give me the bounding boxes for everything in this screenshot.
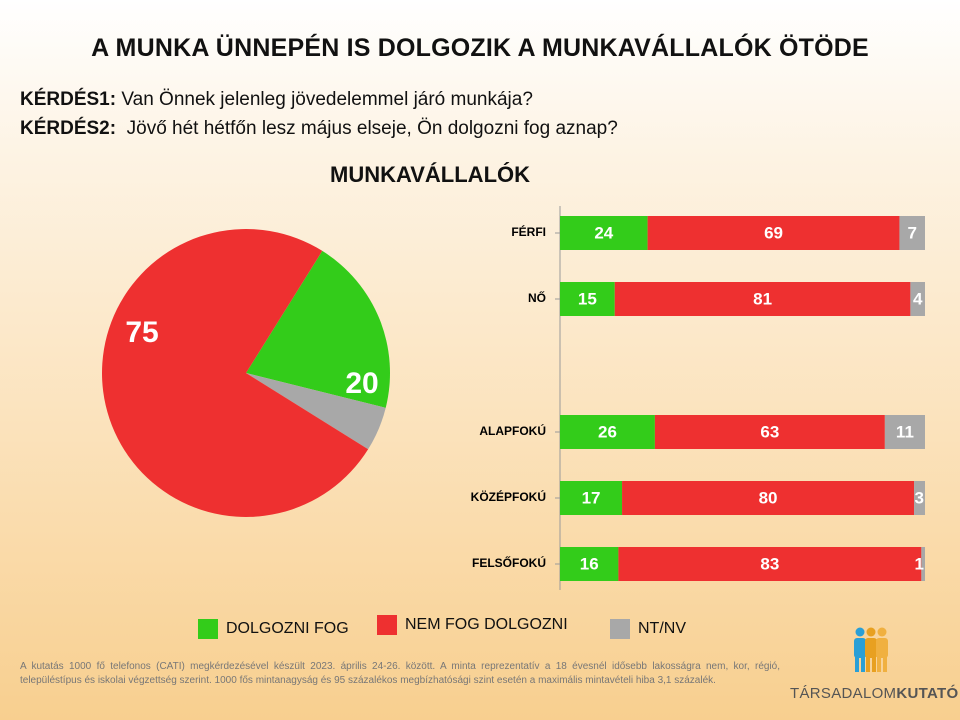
- legend-item-nowork: NEM FOG DOLGOZNI: [377, 615, 568, 635]
- question-1: KÉRDÉS1: Van Önnek jelenleg jövedelemmel…: [20, 89, 533, 111]
- bar-segment: [914, 481, 925, 515]
- bar-value-label: 81: [753, 289, 772, 308]
- legend-label-work: DOLGOZNI FOG: [226, 620, 349, 637]
- bar-value-label: 7: [907, 223, 916, 242]
- bar-segment: [560, 282, 615, 316]
- chart-subtitle: MUNKAVÁLLALÓK: [330, 162, 531, 187]
- bar-category-label: NŐ: [528, 290, 546, 305]
- legend: DOLGOZNI FOG NEM FOG DOLGOZNI NT/NV: [0, 615, 960, 645]
- bar-value-label: 80: [759, 488, 778, 507]
- legend-swatch-work: [198, 619, 218, 639]
- question-2-text: Jövő hét hétfőn lesz május elseje, Ön do…: [126, 118, 618, 139]
- bar-value-label: 83: [760, 554, 779, 573]
- bar-value-label: 1: [915, 554, 924, 573]
- bar-segment: [622, 481, 915, 515]
- pie-slice-1: [246, 250, 390, 408]
- methodology-footnote: A kutatás 1000 fő telefonos (CATI) megké…: [20, 661, 780, 686]
- pie-label-1: 20: [345, 367, 378, 400]
- bar-segment: [560, 481, 623, 515]
- logo: TÁRSADALOMKUTATÓ: [790, 622, 958, 712]
- bar-category-label: KÖZÉPFOKÚ: [471, 489, 546, 504]
- legend-swatch-nowork: [377, 615, 397, 635]
- legend-swatch-na: [610, 619, 630, 639]
- legend-item-na: NT/NV: [610, 619, 686, 639]
- legend-item-work: DOLGOZNI FOG: [198, 619, 349, 639]
- bar-category-label: ALAPFOKÚ: [479, 423, 546, 438]
- logo-text: TÁRSADALOMKUTATÓ: [790, 685, 959, 702]
- legend-label-nowork: NEM FOG DOLGOZNI: [405, 616, 568, 633]
- bar-value-label: 11: [896, 422, 914, 441]
- bar-value-label: 63: [760, 422, 779, 441]
- bar-segment: [560, 216, 648, 250]
- bar-segment: [618, 547, 922, 581]
- bar-segment: [560, 415, 655, 449]
- bar-category-label: FELSŐFOKÚ: [472, 555, 546, 570]
- bar-segment: [899, 216, 925, 250]
- bar-value-label: 16: [580, 554, 599, 573]
- pie-slice-2: [246, 373, 386, 450]
- bar-value-label: 24: [594, 223, 613, 242]
- bar-category-label: FÉRFI: [511, 224, 546, 239]
- bar-segment: [884, 415, 925, 449]
- bar-segment: [647, 216, 900, 250]
- bar-value-label: 17: [582, 488, 601, 507]
- bar-segment: [614, 282, 911, 316]
- chart-area: 20575FÉRFI24697NŐ15814ALAPFOKÚ266311KÖZÉ…: [102, 206, 925, 590]
- bar-segment: [910, 282, 925, 316]
- people-icon: [854, 627, 888, 672]
- bar-value-label: 15: [578, 289, 597, 308]
- bar-segment: [921, 547, 925, 581]
- bar-value-label: 3: [915, 488, 924, 507]
- bar-value-label: 69: [764, 223, 783, 242]
- legend-label-na: NT/NV: [638, 620, 686, 637]
- question-1-label: KÉRDÉS1:: [20, 89, 117, 110]
- bar-segment: [654, 415, 885, 449]
- bar-value-label: 4: [913, 289, 923, 308]
- question-1-text: Van Önnek jelenleg jövedelemmel járó mun…: [121, 89, 533, 110]
- question-2: KÉRDÉS2: Jövő hét hétfőn lesz május else…: [20, 118, 618, 140]
- pie-slice-3: [102, 229, 369, 517]
- page-title: A MUNKA ÜNNEPÉN IS DOLGOZIK A MUNKAVÁLLA…: [91, 34, 869, 62]
- bar-value-label: 26: [598, 422, 617, 441]
- pie-label-3: 75: [125, 316, 158, 349]
- bar-segment: [560, 547, 619, 581]
- question-2-label: KÉRDÉS2:: [20, 118, 117, 139]
